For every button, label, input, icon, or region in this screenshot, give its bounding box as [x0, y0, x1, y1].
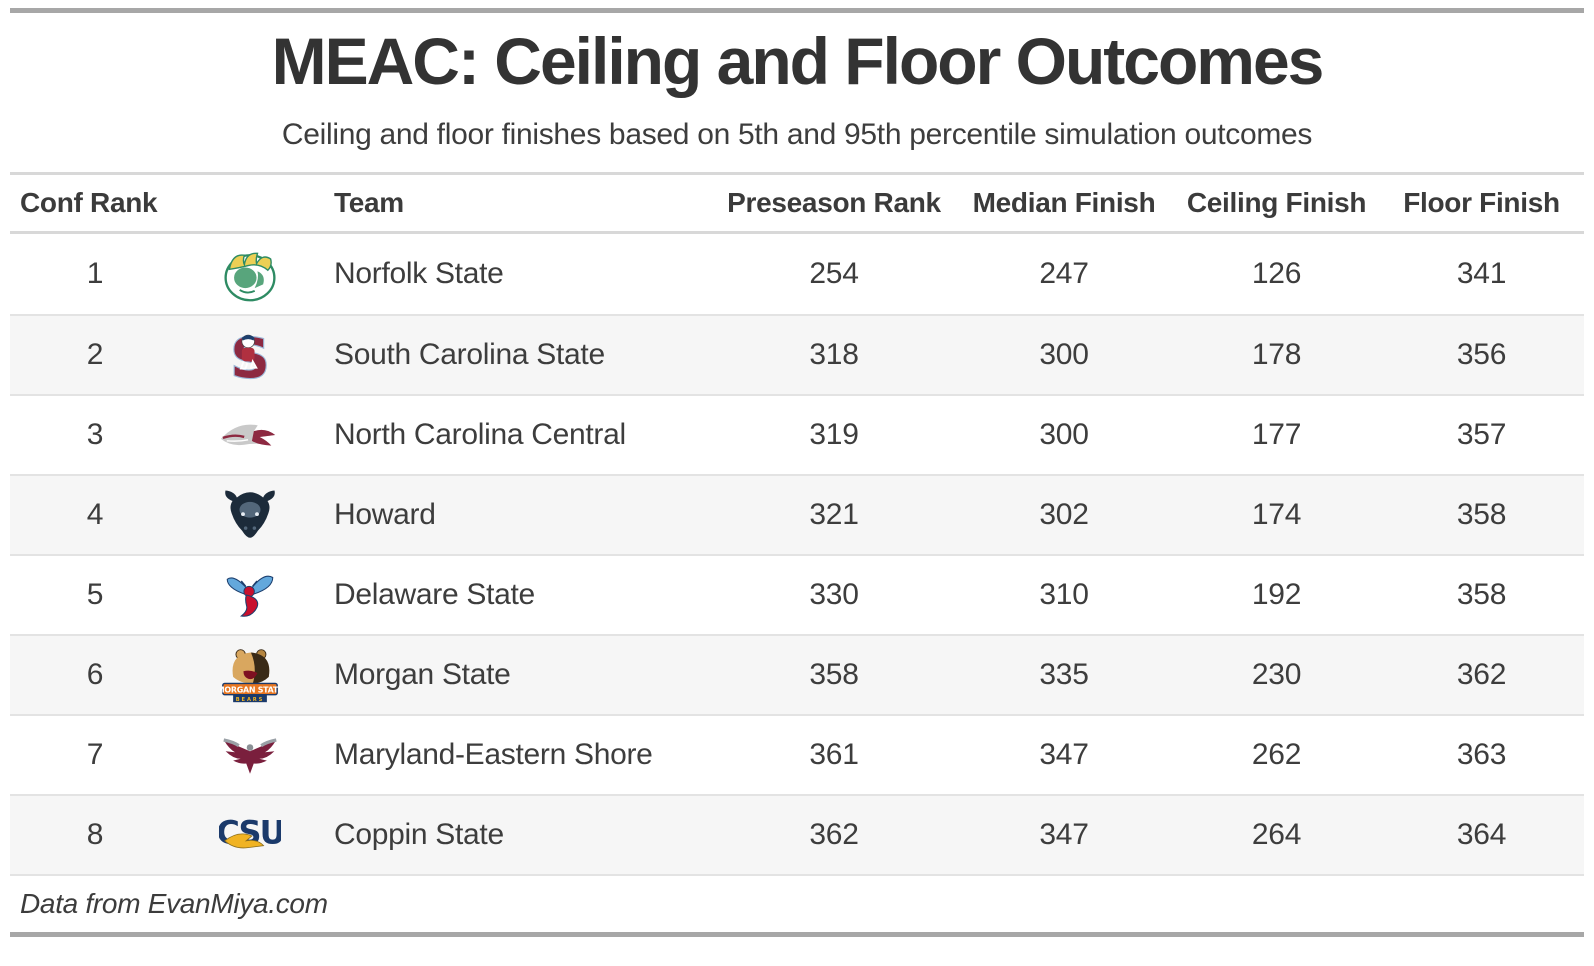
- delaware-state-hornets-logo-icon: [180, 567, 320, 623]
- outcomes-table: Conf Rank Team Preseason Rank Median Fin…: [10, 172, 1584, 877]
- ceiling-finish-value: 177: [1251, 418, 1302, 452]
- column-header-floor-finish: Floor Finish: [1403, 187, 1560, 219]
- median-finish-value: 310: [1039, 578, 1089, 612]
- preseason-rank-value: 254: [809, 257, 859, 291]
- south-carolina-state-bulldogs-logo-icon: S: [180, 326, 320, 384]
- team-name: Howard: [334, 498, 436, 532]
- table-row: 8 CSU Coppin State 362 347 264 364: [10, 794, 1584, 875]
- table-body: 1 Norfolk State 254 247 126 341 2 S Sout…: [10, 234, 1584, 877]
- preseason-rank-value: 318: [809, 338, 859, 372]
- conf-rank-value: 6: [86, 658, 104, 692]
- svg-text:MORGAN STATE: MORGAN STATE: [220, 686, 280, 695]
- median-finish-value: 302: [1039, 498, 1089, 532]
- team-name: Morgan State: [334, 658, 511, 692]
- median-finish-value: 300: [1039, 338, 1089, 372]
- ceiling-finish-value: 230: [1251, 658, 1302, 692]
- table-row: 5 Delaware State 330 310 192 358: [10, 554, 1584, 634]
- bottom-rule-bar: [10, 932, 1584, 938]
- column-header-team: Team: [334, 187, 404, 219]
- conf-rank-value: 4: [86, 498, 104, 532]
- preseason-rank-value: 321: [809, 498, 859, 532]
- floor-finish-value: 364: [1456, 818, 1507, 852]
- ceiling-finish-value: 178: [1251, 338, 1302, 372]
- table-row: 4 Howard 321 302 174 358: [10, 474, 1584, 555]
- svg-text:BEARS: BEARS: [236, 697, 264, 703]
- median-finish-value: 347: [1039, 738, 1089, 772]
- floor-finish-value: 358: [1456, 498, 1507, 532]
- preseason-rank-value: 330: [809, 578, 859, 612]
- north-carolina-central-eagles-logo-icon: [180, 415, 320, 455]
- ceiling-finish-value: 192: [1251, 578, 1302, 612]
- source-note: Data from EvanMiya.com: [20, 888, 328, 920]
- preseason-rank-value: 362: [809, 818, 859, 852]
- column-header-ceiling-finish: Ceiling Finish: [1186, 187, 1367, 219]
- median-finish-value: 247: [1039, 257, 1089, 291]
- column-header-preseason-rank: Preseason Rank: [727, 187, 941, 219]
- team-name: Norfolk State: [334, 257, 504, 291]
- conf-rank-value: 7: [86, 738, 104, 772]
- median-finish-value: 335: [1039, 658, 1089, 692]
- conf-rank-value: 8: [86, 818, 104, 852]
- coppin-state-eagles-logo-icon: CSU: [180, 815, 320, 855]
- team-name: North Carolina Central: [334, 418, 626, 452]
- conf-rank-value: 3: [86, 418, 104, 452]
- team-name: Delaware State: [334, 578, 535, 612]
- maryland-eastern-shore-hawks-logo-icon: [180, 734, 320, 776]
- table-row: 2 S South Carolina State 318 300 178 356: [10, 314, 1584, 395]
- preseason-rank-value: 319: [809, 418, 859, 452]
- conf-rank-value: 2: [86, 338, 104, 372]
- table-row: 1 Norfolk State 254 247 126 341: [10, 234, 1584, 314]
- morgan-state-bears-logo-icon: MORGAN STATE BEARS: [180, 645, 320, 705]
- norfolk-state-spartans-logo-icon: [180, 244, 320, 304]
- table-row: 6 MORGAN STATE BEARS Morgan State 358 33…: [10, 634, 1584, 715]
- ceiling-finish-value: 262: [1251, 738, 1302, 772]
- page-subtitle: Ceiling and floor finishes based on 5th …: [281, 118, 1313, 152]
- median-finish-value: 347: [1039, 818, 1089, 852]
- team-name: South Carolina State: [334, 338, 605, 372]
- preseason-rank-value: 358: [809, 658, 859, 692]
- preseason-rank-value: 361: [809, 738, 859, 772]
- median-finish-value: 300: [1039, 418, 1089, 452]
- ceiling-finish-value: 126: [1251, 257, 1302, 291]
- table-row: 3 North Carolina Central 319 300 177 357: [10, 394, 1584, 474]
- floor-finish-value: 362: [1456, 658, 1507, 692]
- page-title: MEAC: Ceiling and Floor Outcomes: [271, 24, 1325, 98]
- ceiling-finish-value: 264: [1251, 818, 1302, 852]
- ceiling-finish-value: 174: [1251, 498, 1302, 532]
- team-name: Maryland-Eastern Shore: [334, 738, 653, 772]
- conf-rank-value: 5: [86, 578, 104, 612]
- conf-rank-value: 1: [86, 257, 104, 291]
- floor-finish-value: 357: [1456, 418, 1507, 452]
- team-name: Coppin State: [334, 818, 504, 852]
- floor-finish-value: 358: [1456, 578, 1507, 612]
- table-header-row: Conf Rank Team Preseason Rank Median Fin…: [10, 172, 1584, 235]
- floor-finish-value: 341: [1456, 257, 1507, 291]
- floor-finish-value: 363: [1456, 738, 1507, 772]
- floor-finish-value: 356: [1456, 338, 1507, 372]
- column-header-median-finish: Median Finish: [972, 187, 1156, 219]
- top-rule-bar: [10, 8, 1584, 13]
- column-header-conf-rank: Conf Rank: [20, 187, 158, 219]
- howard-bison-logo-icon: [180, 487, 320, 543]
- table-row: 7 Maryland-Eastern Shore 361 347 262 363: [10, 714, 1584, 794]
